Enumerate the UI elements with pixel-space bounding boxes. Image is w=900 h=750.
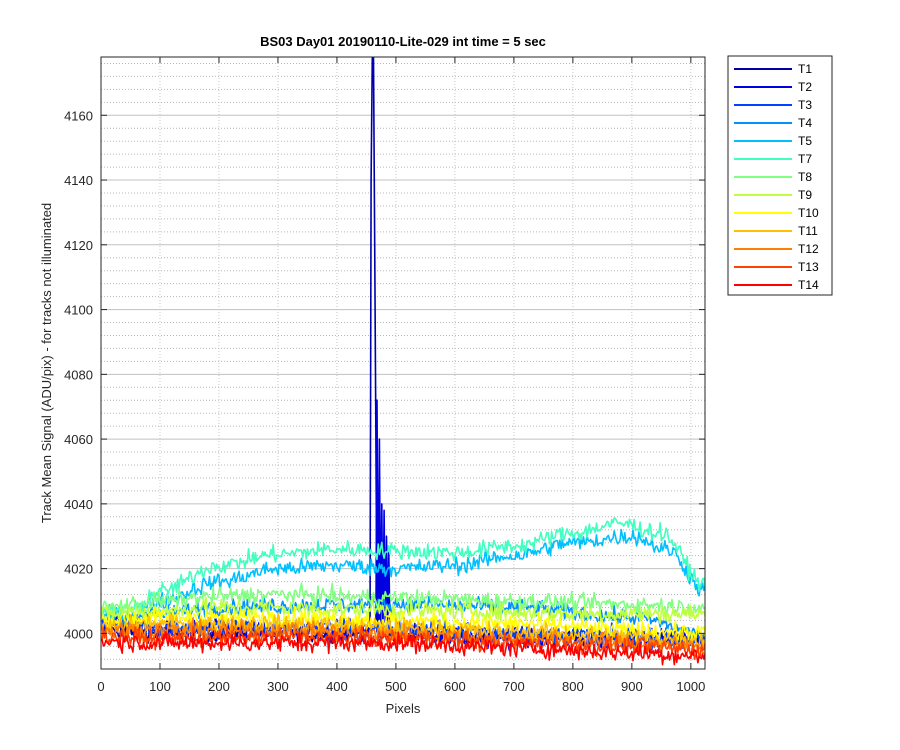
x-tick-label: 300 xyxy=(267,679,289,694)
series-line-t14 xyxy=(101,631,705,666)
y-tick-label: 4100 xyxy=(64,303,93,318)
y-tick-label: 4040 xyxy=(64,497,93,512)
x-tick-label: 100 xyxy=(149,679,171,694)
legend[interactable]: T1 T2 T3 T4 T5 T7 T8 T9 T10 T11 T12 T13 T14 xyxy=(727,55,833,296)
legend-label-t11: T11 xyxy=(798,224,818,238)
legend-label-t4: T4 xyxy=(798,116,812,130)
x-tick-label: 1000 xyxy=(676,679,705,694)
legend-label-t1: T1 xyxy=(798,62,812,76)
legend-label-t14: T14 xyxy=(798,278,819,292)
legend-label-t12: T12 xyxy=(798,242,819,256)
legend-label-t7: T7 xyxy=(798,152,812,166)
y-tick-label: 4080 xyxy=(64,367,93,382)
series-line-t7 xyxy=(101,517,705,619)
y-tick-label: 4120 xyxy=(64,238,93,253)
y-tick-label: 4020 xyxy=(64,562,93,577)
legend-label-t3: T3 xyxy=(798,98,812,112)
series-line-t10 xyxy=(101,605,705,644)
y-tick-label: 4160 xyxy=(64,108,93,123)
legend-items: T1 T2 T3 T4 T5 T7 T8 T9 T10 T11 T12 T13 T14 xyxy=(734,62,819,292)
x-tick-label: 600 xyxy=(444,679,466,694)
x-tick-label: 0 xyxy=(97,679,104,694)
x-tick-label: 900 xyxy=(621,679,643,694)
legend-label-t2: T2 xyxy=(798,80,812,94)
x-tick-label: 700 xyxy=(503,679,525,694)
chart-title: BS03 Day01 20190110-Lite-029 int time = … xyxy=(260,34,546,49)
tick-marks xyxy=(100,57,705,669)
legend-box xyxy=(727,55,833,296)
x-tick-label: 400 xyxy=(326,679,348,694)
series-line-t5 xyxy=(101,528,705,627)
y-tick-label: 4000 xyxy=(64,626,93,641)
legend-label-t9: T9 xyxy=(798,188,812,202)
legend-label-t5: T5 xyxy=(798,134,812,148)
series-line-t9 xyxy=(101,596,705,625)
x-tick-labels: 0 100 200 300 400 500 600 700 800 900 1000 xyxy=(97,679,705,694)
legend-label-t8: T8 xyxy=(798,170,812,184)
x-tick-label: 200 xyxy=(208,679,230,694)
legend-label-t13: T13 xyxy=(798,260,819,274)
x-tick-label: 500 xyxy=(385,679,407,694)
x-axis-label: Pixels xyxy=(386,701,421,716)
series-layer xyxy=(101,57,705,666)
y-axis-label: Track Mean Signal (ADU/pix) - for tracks… xyxy=(39,203,54,523)
series-line-t12 xyxy=(101,617,705,655)
axes: 0 100 200 300 400 500 600 700 800 900 1000 4000 402… xyxy=(64,56,706,694)
series-line-t8 xyxy=(101,582,705,618)
y-tick-labels: 4000 4020 4040 4060 4080 4100 4120 4140 4160 xyxy=(64,108,93,641)
y-tick-label: 4140 xyxy=(64,173,93,188)
plot-frame xyxy=(100,56,706,670)
y-tick-label: 4060 xyxy=(64,432,93,447)
legend-label-t10: T10 xyxy=(798,206,819,220)
x-tick-label: 800 xyxy=(562,679,584,694)
